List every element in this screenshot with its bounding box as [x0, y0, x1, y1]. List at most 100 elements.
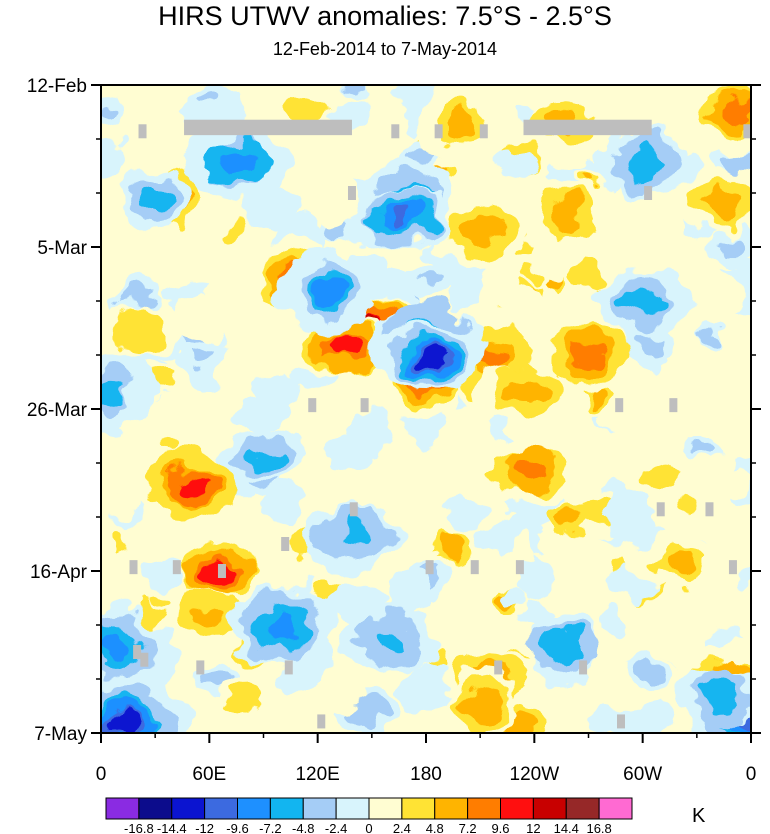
- colorbar-swatch: [302, 797, 337, 820]
- anomaly-blob: [710, 469, 751, 493]
- axes: 12-Feb 5-Mar 26-Mar 16-Apr 7-May 0 60E 120E 180 1…: [27, 76, 761, 785]
- colorbar-level-label: 7.2: [459, 821, 477, 834]
- missing-data-point: [644, 186, 653, 200]
- colorbar-level-label: -12: [195, 821, 214, 834]
- anomaly-blob: [512, 461, 546, 481]
- missing-data-point: [217, 564, 226, 578]
- anomaly-blob: [352, 699, 392, 721]
- anomaly-blob: [310, 279, 343, 308]
- colorbar-swatch: [105, 797, 140, 820]
- colorbar-level-label: -7.2: [259, 821, 281, 834]
- anomaly-blob: [390, 204, 415, 228]
- missing-data-point: [360, 398, 369, 413]
- anomaly-blob: [248, 377, 279, 406]
- anomaly-blob: [415, 276, 440, 288]
- anomaly-blob: [374, 103, 404, 130]
- anomaly-blob: [110, 714, 135, 733]
- colorbar-level-label: 16.8: [586, 821, 611, 834]
- anomaly-blob: [173, 477, 203, 495]
- missing-data-point: [347, 186, 356, 200]
- missing-data-point: [615, 398, 624, 413]
- anomaly-blob: [526, 267, 542, 284]
- anomaly-blob: [589, 391, 606, 403]
- anomaly-blob: [334, 679, 370, 706]
- missing-data-point: [656, 502, 665, 517]
- anomaly-blob: [196, 369, 219, 393]
- missing-data-point: [281, 537, 290, 551]
- x-tick-label: 0: [746, 764, 757, 785]
- anomaly-blob: [700, 679, 748, 710]
- missing-data-point: [617, 714, 625, 729]
- missing-data-point: [479, 124, 488, 139]
- missing-data-point: [138, 124, 147, 139]
- anomaly-blob: [497, 287, 550, 318]
- missing-data-point: [140, 652, 149, 667]
- anomaly-blob: [200, 91, 216, 105]
- anomaly-blob: [624, 286, 662, 316]
- colorbar: -16.8 -14.4 -12 -9.6 -7.2 -4.8 -2.4 0 2.4 4.8 7.2 9…: [105, 797, 633, 834]
- colorbar-swatch: [237, 797, 271, 820]
- chart-subtitle: 12-Feb-2014 to 7-May-2014: [272, 39, 498, 59]
- anomaly-blob: [447, 108, 477, 139]
- y-tick-label: 16-Apr: [30, 562, 88, 583]
- anomaly-blob: [101, 245, 152, 281]
- x-tick-label: 60E: [192, 764, 226, 785]
- missing-data-point: [284, 660, 293, 675]
- x-tick-label: 0: [96, 764, 107, 785]
- x-tick-label: 60W: [623, 764, 662, 785]
- anomaly-blob: [623, 144, 663, 181]
- missing-data-point: [349, 502, 358, 517]
- anomaly-blob: [573, 260, 603, 291]
- anomaly-blob: [694, 444, 717, 460]
- colorbar-swatch: [138, 797, 173, 820]
- colorbar-level-label: 14.4: [554, 821, 579, 834]
- colorbar-units-label: K: [692, 805, 706, 827]
- anomaly-blob: [678, 495, 698, 508]
- colorbar-swatch: [598, 797, 633, 820]
- anomaly-blob: [704, 183, 743, 219]
- missing-data-point: [669, 398, 678, 413]
- missing-data-point: [129, 560, 138, 575]
- anomaly-blob: [431, 595, 476, 619]
- anomaly-blob: [111, 490, 143, 523]
- colorbar-level-label: 12: [526, 821, 540, 834]
- colorbar-swatch: [368, 797, 403, 820]
- missing-data-point: [515, 560, 524, 575]
- anomaly-blob: [104, 634, 135, 662]
- anomaly-blob: [139, 188, 171, 214]
- colorbar-swatch: [401, 797, 436, 820]
- colorbar-swatch: [335, 797, 370, 820]
- anomaly-blob: [223, 214, 244, 238]
- anomaly-blob: [419, 346, 444, 364]
- colorbar-level-label: 0: [365, 821, 372, 834]
- anomaly-blob: [607, 490, 659, 542]
- missing-data-point: [133, 645, 142, 659]
- anomaly-blob: [228, 687, 257, 712]
- anomaly-blob: [635, 658, 662, 681]
- missing-data-point: [391, 124, 400, 139]
- anomaly-blob: [101, 381, 132, 406]
- anomaly-blob: [101, 141, 129, 181]
- colorbar-swatch: [467, 797, 501, 820]
- anomaly-blob: [504, 588, 532, 607]
- anomaly-blob: [404, 543, 434, 564]
- anomaly-blob: [191, 606, 228, 629]
- colorbar-level-label: -9.6: [226, 821, 248, 834]
- missing-data-point: [317, 714, 326, 729]
- anomaly-blob: [339, 521, 368, 544]
- missing-data-segment: [184, 119, 352, 136]
- anomaly-blob: [101, 448, 133, 492]
- anomaly-blob: [114, 308, 161, 355]
- missing-data-point: [579, 660, 588, 675]
- anomaly-blob: [720, 232, 748, 253]
- anomaly-blob: [330, 335, 359, 360]
- missing-data-point: [308, 398, 317, 413]
- anomaly-blob: [503, 381, 548, 407]
- x-tick-label: 120E: [295, 764, 339, 785]
- colorbar-swatch: [500, 797, 534, 820]
- anomaly-blob: [202, 665, 234, 689]
- anomaly-blob: [151, 594, 169, 608]
- anomaly-blob: [736, 565, 751, 586]
- anomaly-blob: [289, 96, 323, 127]
